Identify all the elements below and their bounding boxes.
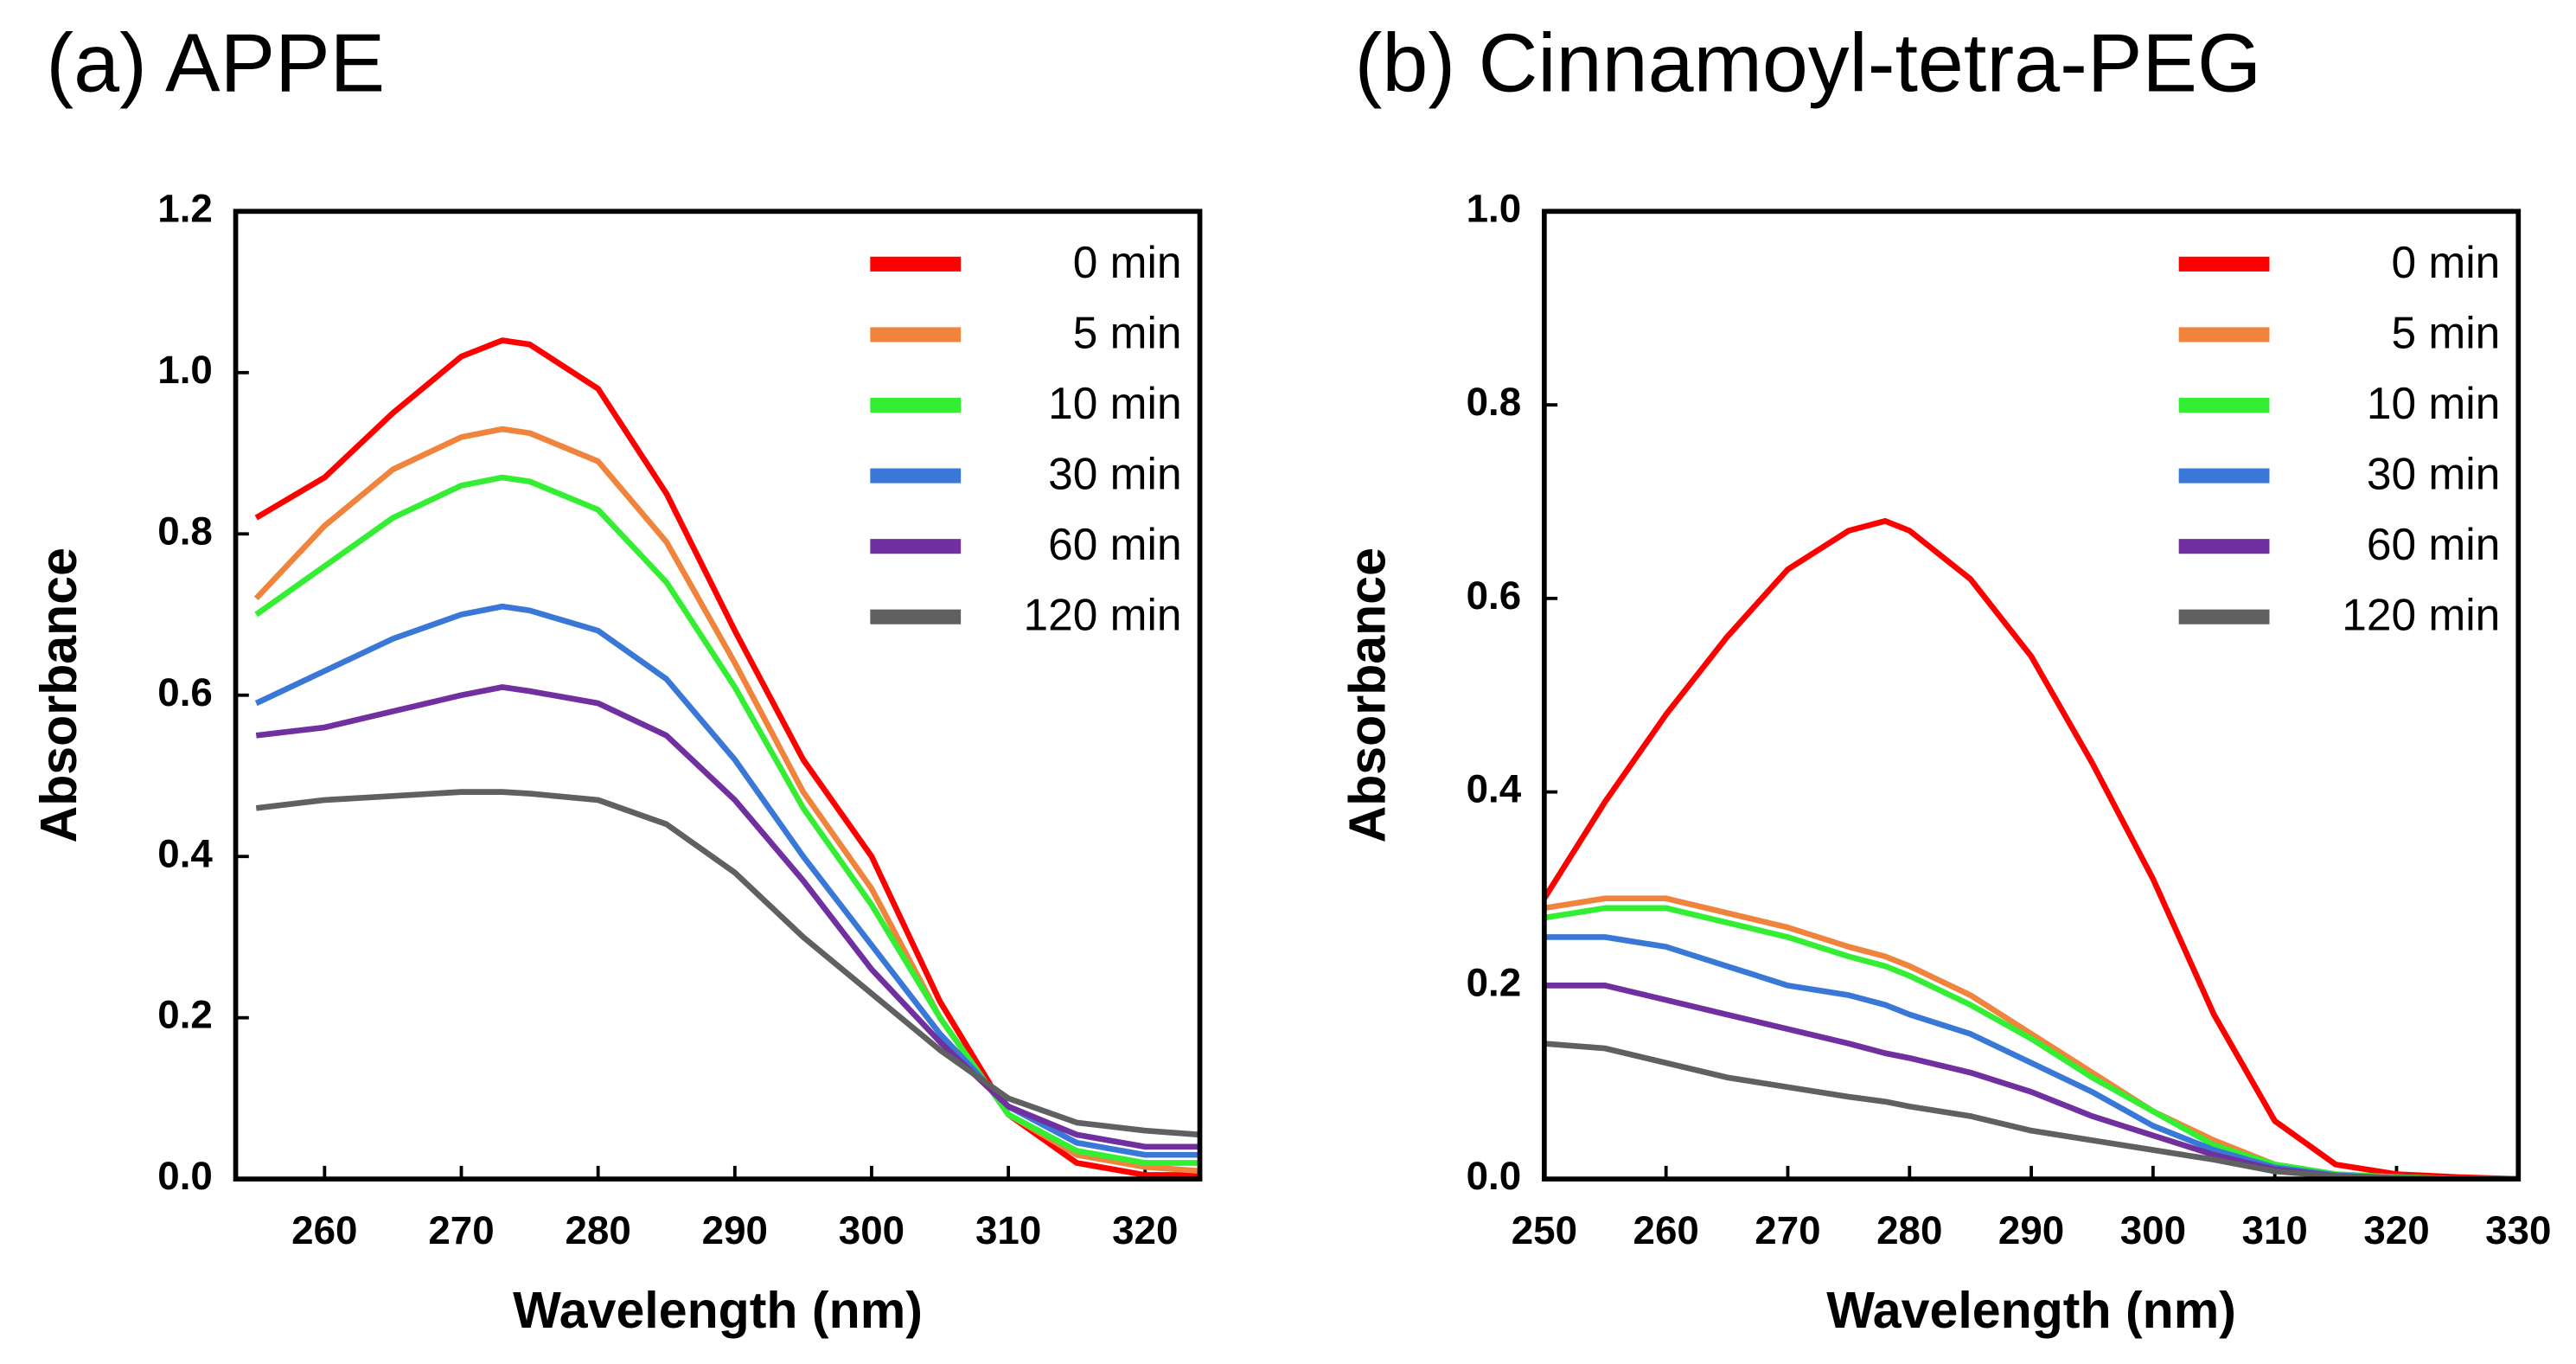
y-tick-label: 0.6 bbox=[1467, 573, 1522, 618]
y-tick-label: 0.2 bbox=[1467, 960, 1522, 1004]
data-line bbox=[1544, 1041, 2519, 1180]
x-tick-label: 300 bbox=[2120, 1208, 2186, 1252]
x-tick-label: 280 bbox=[566, 1208, 631, 1252]
data-line bbox=[254, 474, 1200, 1166]
y-tick-label: 0.2 bbox=[157, 993, 213, 1037]
data-line bbox=[255, 789, 1200, 1138]
y-axis-label: Absorbance bbox=[1339, 548, 1396, 842]
data-line bbox=[1544, 905, 2519, 1180]
legend-label: 5 min bbox=[2391, 307, 2500, 357]
y-tick-label: 0.8 bbox=[157, 509, 213, 553]
data-line bbox=[1544, 983, 2519, 1180]
x-axis-label: Wavelength (nm) bbox=[1826, 1282, 2236, 1339]
chart-title: (b) Cinnamoyl-tetra-PEG bbox=[1355, 18, 2261, 110]
plot-frame bbox=[1542, 208, 2522, 1182]
legend-label: 120 min bbox=[1024, 590, 1182, 640]
x-tick-label: 310 bbox=[975, 1208, 1041, 1252]
y-tick-label: 0.4 bbox=[157, 831, 213, 875]
x-tick-label: 260 bbox=[291, 1208, 357, 1252]
data-line bbox=[1544, 934, 2519, 1180]
x-tick-label: 280 bbox=[1876, 1208, 1942, 1252]
x-axis-label: Wavelength (nm) bbox=[513, 1282, 923, 1339]
legend-label: 30 min bbox=[2367, 449, 2500, 499]
x-tick-label: 260 bbox=[1633, 1208, 1699, 1252]
legend-label: 60 min bbox=[2367, 519, 2500, 569]
y-tick-label: 1.0 bbox=[1467, 186, 1522, 230]
x-tick-label: 270 bbox=[1755, 1208, 1820, 1252]
data-line bbox=[1544, 518, 2519, 1180]
data-line bbox=[255, 684, 1200, 1150]
y-axis-label: Absorbance bbox=[30, 548, 87, 842]
y-tick-label: 0.8 bbox=[1467, 380, 1522, 424]
legend-label: 0 min bbox=[1073, 237, 1182, 287]
x-tick-label: 320 bbox=[1112, 1208, 1178, 1252]
x-tick-label: 290 bbox=[702, 1208, 768, 1252]
legend-label: 10 min bbox=[1048, 378, 1181, 428]
x-tick-label: 290 bbox=[1998, 1208, 2064, 1252]
legend-label: 30 min bbox=[1048, 449, 1181, 499]
x-tick-label: 320 bbox=[2363, 1208, 2429, 1252]
chart-title: (a) APPE bbox=[46, 18, 385, 110]
data-line bbox=[254, 337, 1200, 1178]
legend-label: 5 min bbox=[1073, 307, 1182, 357]
chart-panel: (a) APPE Absorbance Wavelength (nm) 0.0 0.2 0… bbox=[30, 18, 1203, 1339]
y-tick-label: 0.6 bbox=[157, 670, 213, 714]
x-tick-label: 330 bbox=[2485, 1208, 2551, 1252]
y-tick-label: 1.2 bbox=[157, 186, 213, 230]
legend-label: 120 min bbox=[2342, 590, 2500, 640]
y-tick-label: 0.0 bbox=[157, 1154, 213, 1198]
data-line bbox=[254, 603, 1200, 1158]
y-tick-label: 1.0 bbox=[157, 348, 213, 392]
legend-label: 60 min bbox=[1048, 519, 1181, 569]
x-tick-label: 250 bbox=[1512, 1208, 1577, 1252]
plot-frame bbox=[233, 208, 1203, 1182]
x-tick-label: 300 bbox=[839, 1208, 904, 1252]
legend-label: 0 min bbox=[2391, 237, 2500, 287]
y-tick-label: 0.0 bbox=[1467, 1154, 1522, 1198]
chart-panel: (b) Cinnamoyl-tetra-PEG Absorbance Wavelen… bbox=[1339, 18, 2551, 1339]
y-tick-label: 0.4 bbox=[1467, 767, 1522, 811]
legend-label: 10 min bbox=[2367, 378, 2500, 428]
x-tick-label: 310 bbox=[2242, 1208, 2308, 1252]
x-tick-label: 270 bbox=[428, 1208, 494, 1252]
